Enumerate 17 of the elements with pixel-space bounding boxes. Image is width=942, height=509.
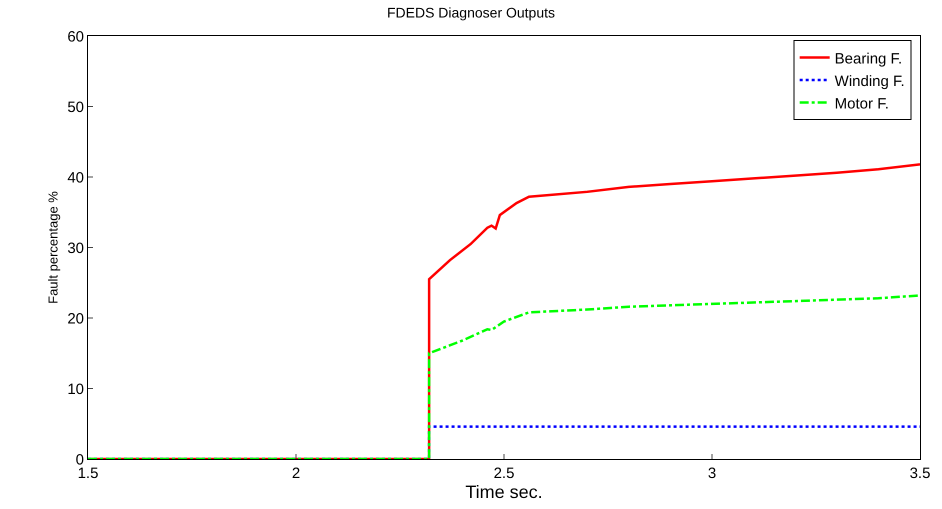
y-tick-label: 10 bbox=[67, 380, 84, 398]
y-tick-label: 30 bbox=[67, 240, 84, 257]
y-axis-title: Fault percentage % bbox=[45, 190, 60, 304]
y-tick-label: 40 bbox=[67, 169, 84, 186]
x-tick-label: 3 bbox=[708, 465, 716, 482]
y-tick-label: 20 bbox=[67, 310, 84, 328]
x-axis-title: Time sec. bbox=[465, 482, 543, 502]
legend-label: Bearing F. bbox=[834, 50, 902, 68]
y-tick-label: 60 bbox=[67, 28, 84, 46]
legend-label: Motor F. bbox=[834, 95, 889, 112]
x-tick-label: 2 bbox=[292, 465, 300, 482]
legend-label: Winding F. bbox=[834, 72, 905, 90]
line-series bbox=[88, 294, 920, 459]
y-tick-label: 50 bbox=[67, 98, 84, 116]
x-tick-label: 2.5 bbox=[494, 465, 514, 482]
x-tick-label: 3.5 bbox=[910, 465, 930, 482]
chart-title: FDEDS Diagnoser Outputs bbox=[386, 4, 556, 20]
